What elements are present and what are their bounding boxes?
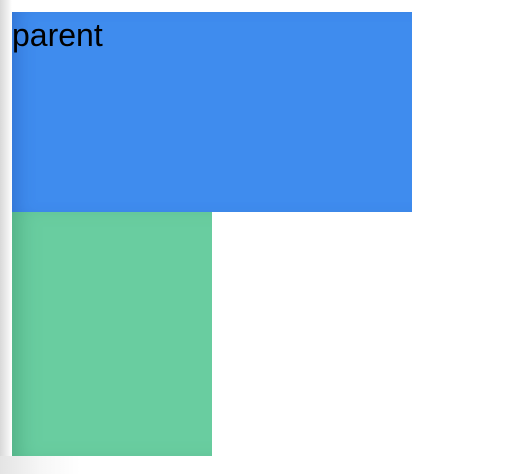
left-edge-shadow [0, 0, 12, 474]
child-block [12, 212, 212, 456]
parent-label: parent [12, 17, 103, 53]
bottom-edge-shadow [0, 456, 80, 474]
parent-block: parent [12, 12, 412, 212]
